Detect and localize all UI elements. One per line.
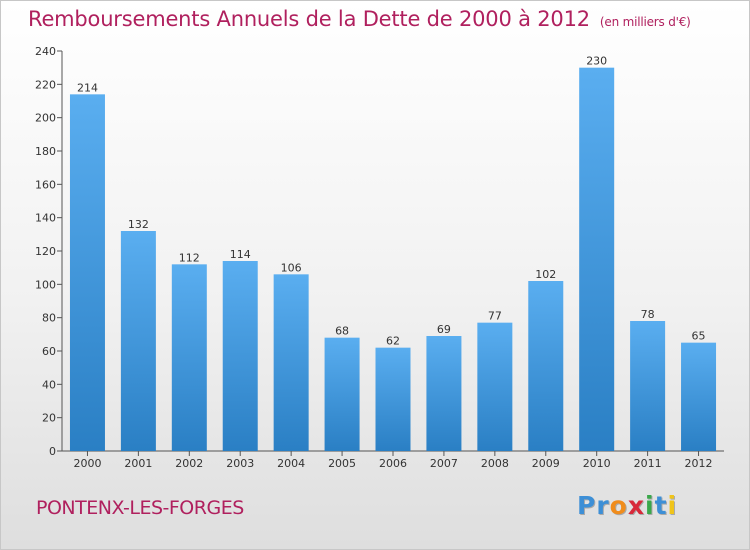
bar-2004 <box>273 274 309 451</box>
bar-2008 <box>477 322 513 451</box>
data-label: 65 <box>692 330 706 343</box>
y-tick-label: 160 <box>35 178 56 191</box>
logo-letter: i <box>645 491 655 520</box>
bar-2010 <box>579 67 615 452</box>
y-tick-label: 240 <box>35 45 56 58</box>
y-tick-label: 100 <box>35 278 56 291</box>
y-tick-label: 120 <box>35 245 56 258</box>
bar-2000 <box>69 94 105 451</box>
x-tick-label: 2007 <box>430 457 458 470</box>
chart-subtitle: (en milliers d'€) <box>599 15 691 29</box>
data-label: 214 <box>77 81 98 94</box>
data-label: 78 <box>641 308 655 321</box>
x-tick-label: 2011 <box>634 457 662 470</box>
x-tick-label: 2006 <box>379 457 407 470</box>
bar-2006 <box>375 347 411 451</box>
y-tick-label: 220 <box>35 78 56 91</box>
data-label: 77 <box>488 310 502 323</box>
bar-2012 <box>681 342 717 451</box>
x-tick-label: 2005 <box>328 457 356 470</box>
y-tick-label: 200 <box>35 112 56 125</box>
commune-name: PONTENX-LES-FORGES <box>36 497 244 519</box>
data-label: 114 <box>230 248 251 261</box>
bar-2007 <box>426 336 462 451</box>
x-tick-label: 2003 <box>226 457 254 470</box>
bar-2011 <box>630 321 666 451</box>
y-tick-label: 80 <box>42 312 56 325</box>
data-label: 69 <box>437 323 451 336</box>
x-tick-label: 2012 <box>685 457 713 470</box>
proxiti-logo[interactable]: Proxiti <box>577 491 677 520</box>
x-tick-label: 2000 <box>73 457 101 470</box>
y-tick-label: 0 <box>49 445 56 458</box>
bar-2001 <box>120 231 156 451</box>
logo-letter: r <box>596 491 610 520</box>
y-tick-label: 60 <box>42 345 56 358</box>
chart-axes: 0 20 40 60 80 100 120 140 160 180 200 220 240 2000 200… <box>35 45 724 470</box>
chart-title-text: Remboursements Annuels de la Dette de 20… <box>28 7 590 31</box>
x-tick-label: 2004 <box>277 457 305 470</box>
x-tick-label: 2009 <box>532 457 560 470</box>
x-tick-label: 2008 <box>481 457 509 470</box>
y-tick-label: 20 <box>42 412 56 425</box>
data-label: 68 <box>335 325 349 338</box>
y-tick-label: 40 <box>42 378 56 391</box>
x-tick-label: 2001 <box>124 457 152 470</box>
logo-letter: i <box>667 491 678 520</box>
data-label: 132 <box>128 218 149 231</box>
logo-letter: o <box>609 491 628 520</box>
bar-2002 <box>171 264 207 451</box>
y-tick-label: 180 <box>35 145 56 158</box>
bar-2009 <box>528 281 564 451</box>
data-label: 102 <box>535 268 556 281</box>
bar-2005 <box>324 337 360 451</box>
data-label: 62 <box>386 335 400 348</box>
data-label: 112 <box>179 251 200 264</box>
x-tick-label: 2002 <box>175 457 203 470</box>
chart-data-labels: 214 132 112 114 106 68 62 69 77 102 230 78 65 <box>77 55 706 348</box>
logo-letter: P <box>577 491 597 520</box>
data-label: 230 <box>586 55 607 68</box>
data-label: 106 <box>281 261 302 274</box>
x-tick-label: 2010 <box>583 457 611 470</box>
bar-2003 <box>222 261 258 451</box>
y-tick-label: 140 <box>35 212 56 225</box>
chart-bars <box>69 67 717 452</box>
chart-title: Remboursements Annuels de la Dette de 20… <box>28 7 691 31</box>
logo-letter: t <box>654 491 668 520</box>
logo-letter: x <box>627 491 645 520</box>
